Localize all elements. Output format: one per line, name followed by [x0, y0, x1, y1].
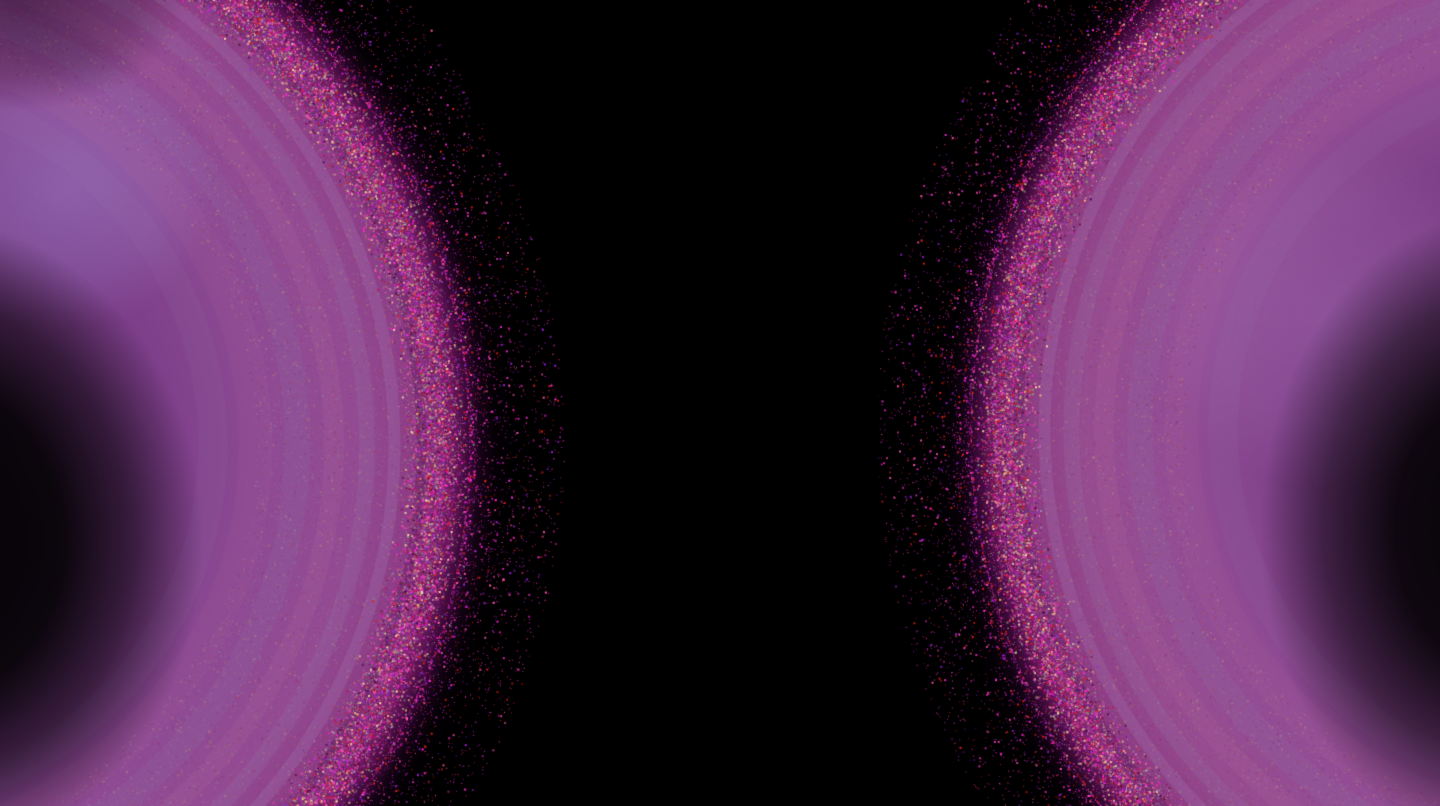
speckle-noise-canvas — [0, 0, 1440, 806]
abstract-visual-stage — [0, 0, 1440, 806]
